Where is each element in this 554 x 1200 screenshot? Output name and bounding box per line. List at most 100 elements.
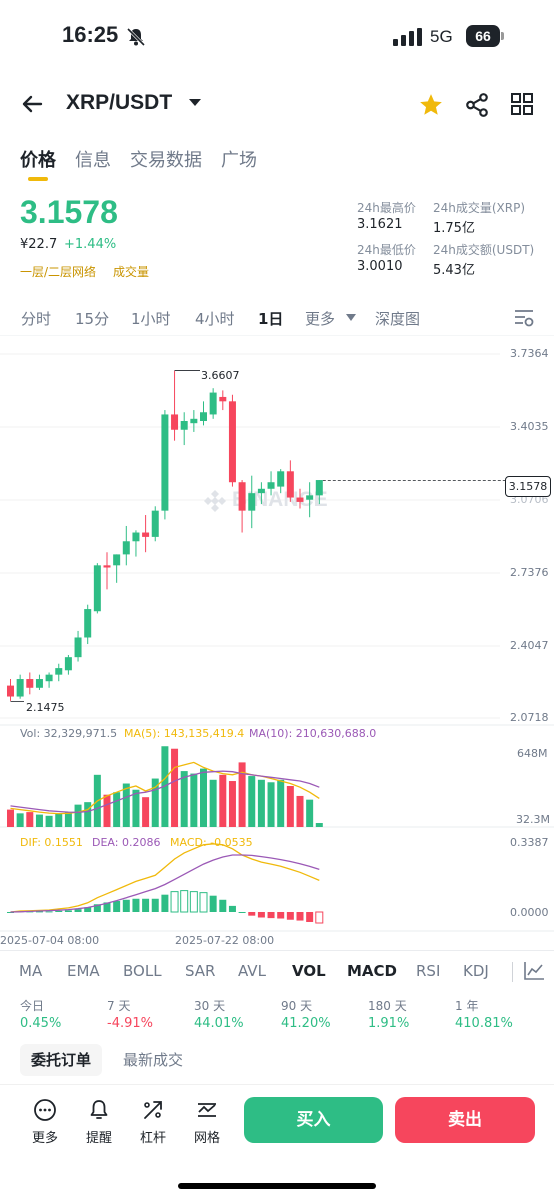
volume-bar	[26, 812, 34, 827]
high-label: 24h最高价	[357, 201, 416, 215]
macd-histogram-bar	[238, 912, 246, 913]
divider	[0, 1084, 554, 1085]
macd-histogram-bar	[248, 912, 256, 916]
interval-more[interactable]: 更多	[305, 310, 336, 328]
candlestick-chart[interactable]: BINANCE	[0, 335, 554, 955]
macd-histogram-bar	[74, 909, 82, 912]
candle-body	[93, 565, 101, 612]
macd-histogram-bar	[306, 912, 314, 922]
bell-icon[interactable]	[87, 1098, 111, 1122]
candle-body	[151, 510, 159, 537]
tab-open-orders[interactable]: 委托订单	[20, 1044, 102, 1076]
back-arrow-icon[interactable]	[20, 92, 44, 116]
candle-body	[180, 421, 188, 430]
candle-body	[55, 668, 63, 675]
macd-histogram-bar	[132, 898, 140, 912]
macd-dea-line	[10, 854, 320, 913]
alert-label[interactable]: 提醒	[85, 1131, 112, 1146]
indicator-tab-ema[interactable]: EMA	[67, 962, 100, 980]
last-price: 3.1578	[20, 194, 118, 230]
candle-body	[200, 412, 207, 422]
volume-bar	[190, 773, 198, 827]
candle-body	[306, 495, 314, 500]
last-price-tag: 3.1578	[505, 476, 551, 497]
macd-histogram-bar	[161, 894, 169, 912]
margin-leverage-icon[interactable]	[141, 1098, 165, 1122]
macd-value: MACD: -0.0535	[170, 836, 253, 849]
candle-body	[35, 679, 43, 688]
high-marker: 3.6607	[201, 369, 240, 382]
favorite-star-icon[interactable]	[418, 92, 444, 118]
candle-body	[16, 679, 24, 697]
bell-off-icon	[126, 27, 146, 47]
volume-link[interactable]: 成交量	[113, 265, 150, 279]
interval-4h[interactable]: 4小时	[195, 310, 235, 328]
volume-bar	[122, 783, 130, 827]
network-layer-link[interactable]: 一层/二层网络	[20, 265, 97, 279]
pair-selector[interactable]: XRP/USDT	[66, 91, 173, 114]
margin-label[interactable]: 杠杆	[139, 1131, 166, 1146]
candle-body	[190, 418, 198, 424]
volume-bar	[248, 776, 256, 827]
tab-recent-trades[interactable]: 最新成交	[123, 1051, 184, 1069]
candle-body	[219, 396, 227, 402]
caret-down-icon[interactable]	[346, 314, 356, 321]
volume-quote-label: 24h成交额(USDT)	[433, 243, 535, 257]
indicator-chart-icon[interactable]	[523, 961, 545, 981]
tab-info[interactable]: 信息	[75, 150, 111, 171]
interval-1h[interactable]: 1小时	[131, 310, 171, 328]
buy-button[interactable]: 买入	[244, 1097, 383, 1143]
volume-bar	[171, 748, 179, 827]
battery-level: 66	[466, 25, 500, 47]
tab-trading-data[interactable]: 交易数据	[130, 150, 202, 171]
indicator-tab-rsi[interactable]: RSI	[416, 962, 441, 980]
indicator-tab-kdj[interactable]: KDJ	[463, 962, 489, 980]
tab-square[interactable]: 广场	[221, 150, 257, 171]
candle-body	[142, 532, 150, 537]
indicator-tab-macd[interactable]: MACD	[347, 962, 397, 980]
volume-bar	[84, 802, 92, 827]
macd-histogram-bar	[93, 904, 101, 912]
perf-label: 30 天	[194, 999, 226, 1013]
grid-layout-icon[interactable]	[510, 92, 534, 116]
macd-histogram-bar	[228, 905, 236, 912]
share-icon[interactable]	[464, 92, 490, 118]
chart-settings-icon[interactable]	[513, 307, 535, 329]
more-dots-icon[interactable]	[33, 1098, 57, 1122]
grid-trading-icon[interactable]	[195, 1098, 219, 1122]
indicator-tab-ma[interactable]: MA	[19, 962, 43, 980]
interval-time-sharing[interactable]: 分时	[21, 310, 52, 328]
more-label[interactable]: 更多	[31, 1131, 58, 1146]
volume-bar	[151, 778, 159, 827]
watermark: BINANCE	[204, 488, 328, 512]
interval-depth[interactable]: 深度图	[375, 310, 421, 328]
volume-bar	[45, 815, 53, 827]
interval-1d[interactable]: 1日	[258, 310, 284, 328]
macd-histogram-bar	[277, 912, 285, 919]
candle-body	[267, 482, 275, 489]
tab-price[interactable]: 价格	[20, 150, 56, 171]
macd-histogram-bar	[257, 912, 265, 918]
low-marker: 2.1475	[26, 701, 65, 714]
indicator-tab-sar[interactable]: SAR	[185, 962, 216, 980]
macd-histogram-bar	[267, 912, 275, 919]
grid-label[interactable]: 网格	[193, 1131, 220, 1146]
indicator-tab-avl[interactable]: AVL	[238, 962, 266, 980]
volume-bar	[113, 792, 121, 827]
sell-button[interactable]: 卖出	[395, 1097, 535, 1143]
perf-label: 180 天	[368, 999, 407, 1013]
volume-bar	[228, 781, 236, 827]
interval-15m[interactable]: 15分	[75, 310, 110, 328]
vol-ma10: MA(10): 210,630,688.0	[249, 727, 377, 740]
macd-histogram-bar	[209, 895, 217, 912]
volume-bar	[180, 771, 188, 827]
macd-histogram-bar	[199, 892, 208, 913]
volume-bar	[16, 813, 24, 827]
indicator-tab-vol[interactable]: VOL	[292, 962, 326, 980]
volume-bar	[257, 779, 265, 827]
volume-bar	[209, 779, 217, 827]
price-axis-label: 2.4047	[510, 639, 549, 652]
indicator-tab-boll[interactable]: BOLL	[123, 962, 162, 980]
chevron-down-icon[interactable]	[188, 98, 202, 108]
candle-body	[7, 685, 14, 697]
